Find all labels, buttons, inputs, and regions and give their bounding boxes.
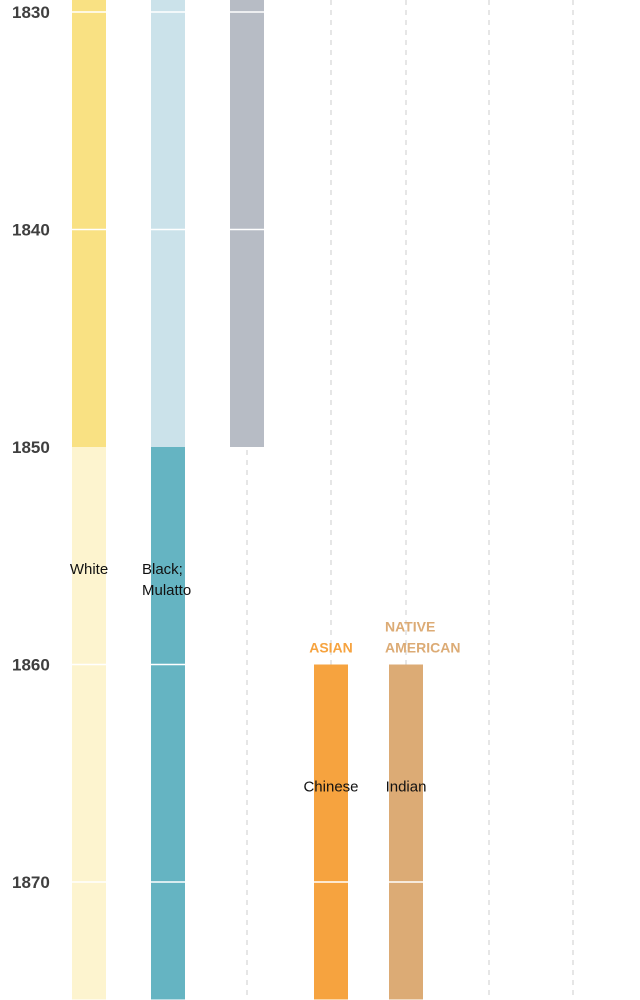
- bars-layer: [72, 0, 423, 1000]
- year-axis: 1830 1840 1850 1860 1870: [12, 3, 50, 892]
- timeline-bar-segment: [314, 664, 348, 1000]
- term-label-line: Black;: [142, 561, 183, 578]
- labels-layer: White Black; Mulatto Chinese ASIAN Indian NATI…: [70, 561, 461, 796]
- group-label-asian: ASIAN: [309, 640, 353, 656]
- group-label-line: AMERICAN: [385, 640, 460, 656]
- term-label-indian: Indian: [386, 778, 427, 795]
- term-label-line: Mulatto: [142, 582, 191, 599]
- term-label-line: White: [70, 561, 108, 578]
- term-label-line: Indian: [386, 778, 427, 795]
- year-tick-label: 1870: [12, 873, 50, 892]
- group-label-line: NATIVE: [385, 619, 435, 635]
- timeline-bar-segment: [389, 664, 423, 1000]
- year-tick-label: 1850: [12, 438, 50, 457]
- timeline-bar-segment: [151, 447, 185, 1000]
- year-tick-label: 1840: [12, 221, 50, 240]
- timeline-bar-segment: [230, 0, 264, 447]
- year-tick-label: 1860: [12, 656, 50, 675]
- timeline-bar-segment: [72, 0, 106, 447]
- timeline-bar-segment: [72, 447, 106, 1000]
- year-tick-label: 1830: [12, 3, 50, 22]
- term-label-chinese: Chinese: [303, 778, 358, 795]
- timeline-bar-segment: [151, 0, 185, 447]
- term-label-black-mulatto: Black; Mulatto: [142, 561, 191, 599]
- term-label-white: White: [70, 561, 108, 578]
- term-label-line: Chinese: [303, 778, 358, 795]
- group-label-line: ASIAN: [309, 640, 353, 656]
- group-label-native-american: NATIVE AMERICAN: [385, 619, 460, 656]
